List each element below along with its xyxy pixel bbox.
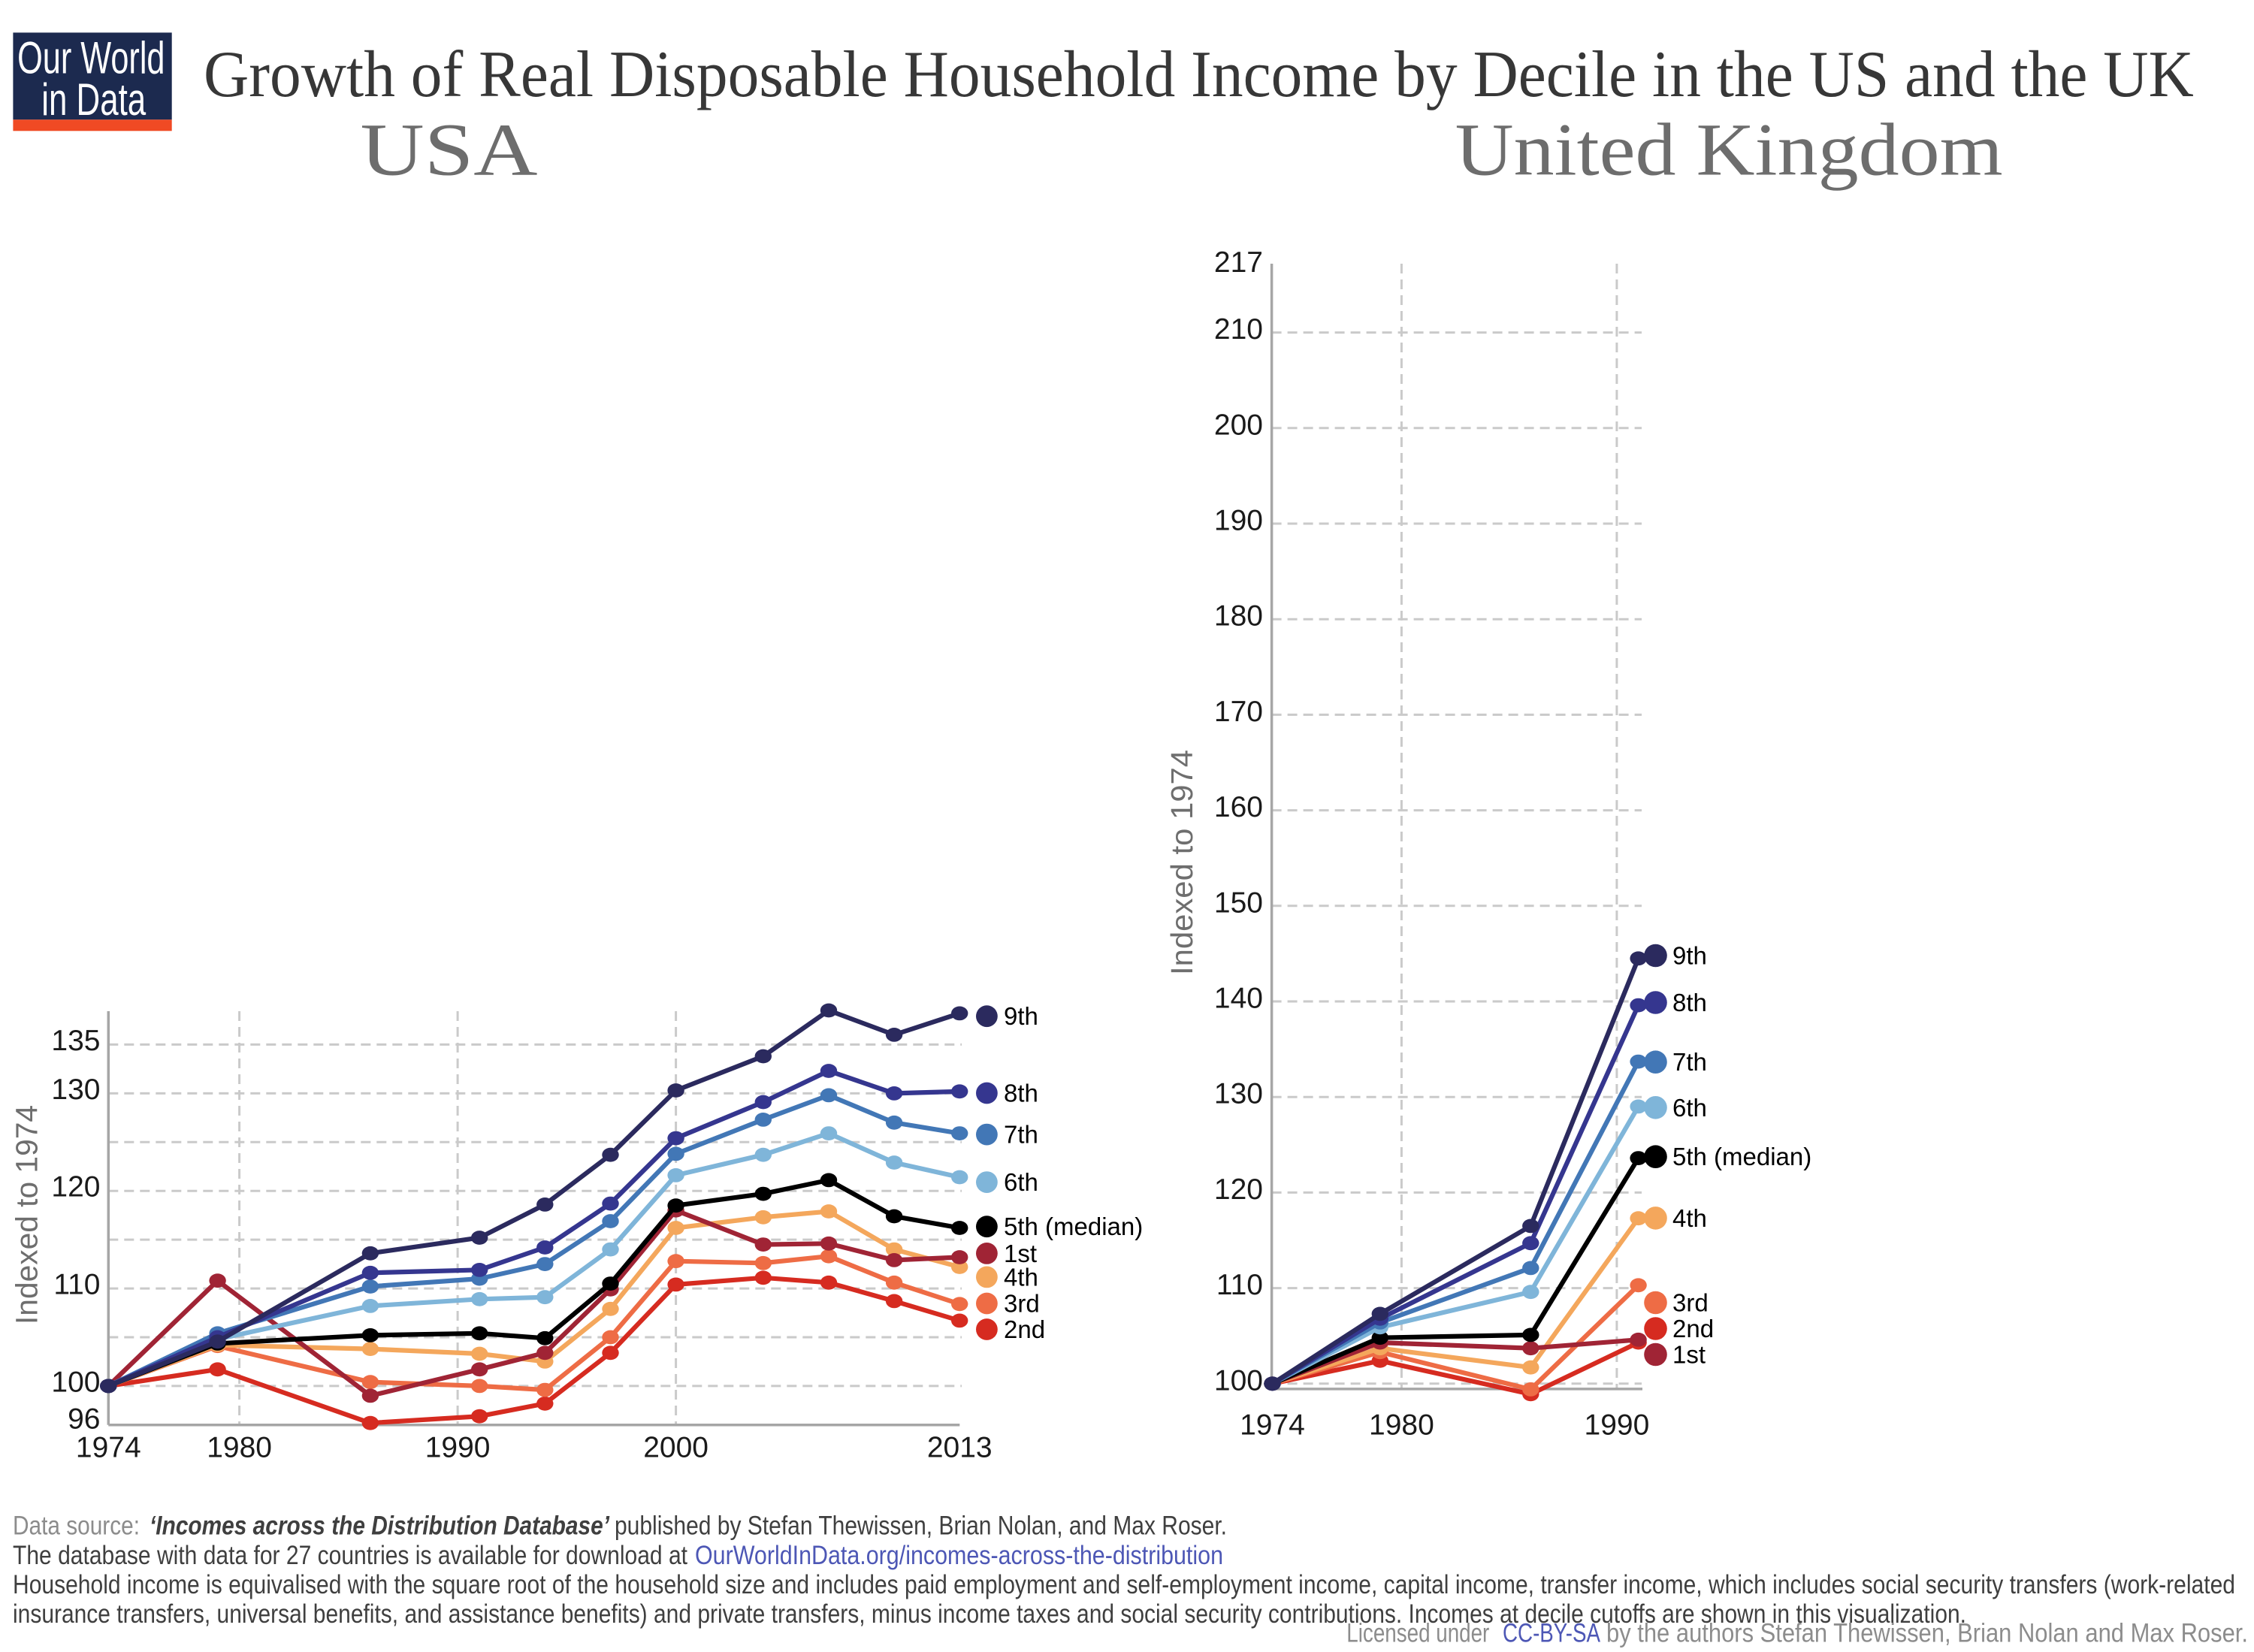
svg-text:100: 100: [51, 1366, 100, 1398]
svg-text:Household income is equivalise: Household income is equivalised with the…: [13, 1570, 2235, 1599]
svg-text:United Kingdom: United Kingdom: [1455, 108, 2003, 192]
svg-text:CC-BY-SA: CC-BY-SA: [1503, 1618, 1601, 1647]
svg-text:8th: 8th: [1004, 1080, 1038, 1107]
svg-text:by the authors Stefan Thewisse: by the authors Stefan Thewissen, Brian N…: [1606, 1618, 2248, 1647]
svg-text:135: 135: [51, 1025, 100, 1057]
svg-text:110: 110: [53, 1269, 100, 1301]
svg-text:3rd: 3rd: [1672, 1289, 1709, 1317]
svg-text:3rd: 3rd: [1004, 1290, 1040, 1318]
svg-text:2013: 2013: [927, 1432, 993, 1464]
svg-text:210: 210: [1214, 313, 1263, 346]
svg-text:4th: 4th: [1004, 1263, 1038, 1291]
svg-text:6th: 6th: [1004, 1168, 1038, 1196]
svg-text:2nd: 2nd: [1004, 1315, 1045, 1343]
svg-text:7th: 7th: [1672, 1048, 1707, 1076]
svg-text:Indexed to 1974: Indexed to 1974: [1165, 750, 1199, 975]
svg-text:130: 130: [51, 1074, 100, 1106]
svg-text:200: 200: [1214, 409, 1263, 441]
svg-text:1974: 1974: [1240, 1409, 1305, 1442]
svg-text:1980: 1980: [207, 1432, 272, 1464]
svg-text:OurWorldInData.org/incomes-acr: OurWorldInData.org/incomes-across-the-di…: [695, 1541, 1223, 1570]
svg-text:1980: 1980: [1369, 1409, 1434, 1442]
svg-text:2nd: 2nd: [1672, 1315, 1714, 1342]
svg-text:4th: 4th: [1672, 1204, 1707, 1232]
svg-text:96: 96: [68, 1403, 100, 1435]
svg-text:Indexed to 1974: Indexed to 1974: [10, 1105, 44, 1324]
svg-text:Data source:: Data source:: [13, 1512, 140, 1541]
svg-text:180: 180: [1214, 600, 1263, 633]
svg-text:100: 100: [1214, 1364, 1263, 1397]
svg-text:217: 217: [1214, 246, 1263, 279]
svg-text:published by Stefan Thewissen,: published by Stefan Thewissen, Brian Nol…: [615, 1512, 1227, 1541]
svg-text:9th: 9th: [1004, 1002, 1038, 1030]
svg-text:insurance transfers, universal: insurance transfers, universal benefits,…: [13, 1599, 1966, 1629]
svg-text:2000: 2000: [643, 1432, 709, 1464]
svg-text:5th (median): 5th (median): [1672, 1143, 1811, 1170]
svg-text:120: 120: [51, 1171, 100, 1204]
svg-text:USA: USA: [361, 108, 538, 192]
svg-text:Our World: Our World: [17, 34, 165, 84]
svg-text:6th: 6th: [1672, 1094, 1707, 1122]
svg-text:9th: 9th: [1672, 942, 1707, 970]
svg-text:1990: 1990: [425, 1432, 491, 1464]
svg-text:1st: 1st: [1672, 1341, 1706, 1369]
svg-text:‘Incomes across the Distributi: ‘Incomes across the Distribution Databas…: [150, 1512, 610, 1541]
svg-text:140: 140: [1214, 983, 1263, 1015]
svg-text:1974: 1974: [76, 1432, 141, 1464]
svg-text:120: 120: [1214, 1173, 1263, 1206]
svg-text:1990: 1990: [1585, 1409, 1650, 1442]
svg-text:160: 160: [1214, 791, 1263, 823]
svg-text:8th: 8th: [1672, 989, 1707, 1016]
svg-text:7th: 7th: [1004, 1121, 1038, 1149]
svg-text:170: 170: [1214, 696, 1263, 728]
svg-text:The database with data for 27: The database with data for 27 countries …: [13, 1541, 687, 1570]
svg-text:190: 190: [1214, 505, 1263, 537]
svg-text:150: 150: [1214, 886, 1263, 919]
svg-text:Licensed under: Licensed under: [1346, 1618, 1489, 1647]
svg-text:130: 130: [1214, 1078, 1263, 1110]
svg-text:in Data: in Data: [41, 74, 147, 125]
svg-text:1st: 1st: [1004, 1240, 1037, 1267]
svg-text:110: 110: [1216, 1269, 1263, 1301]
svg-text:Growth of Real Disposable Hous: Growth of Real Disposable Household Inco…: [204, 38, 2194, 110]
svg-text:5th (median): 5th (median): [1004, 1213, 1143, 1240]
